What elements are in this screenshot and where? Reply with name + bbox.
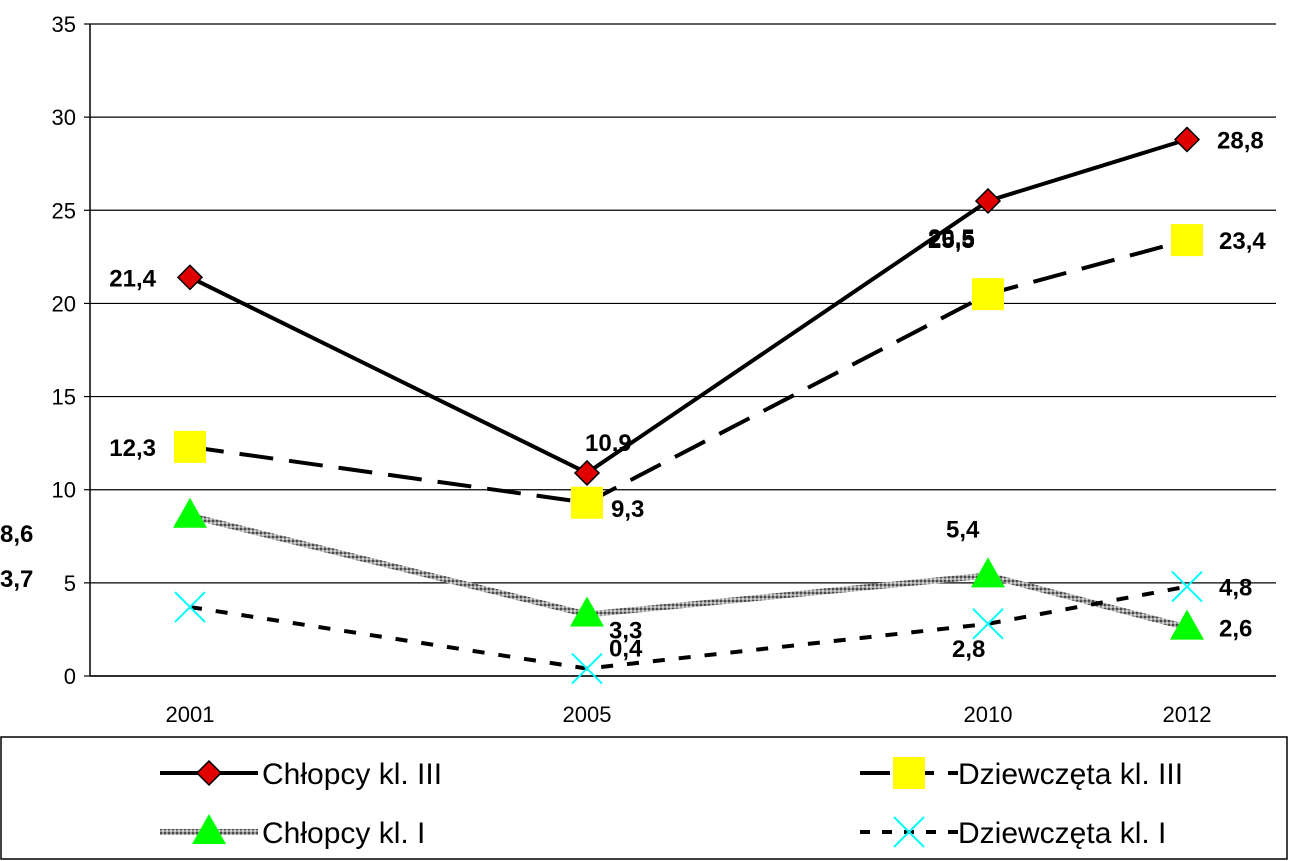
series-line <box>189 137 1188 476</box>
series-1 <box>174 224 1203 519</box>
data-label: 25,5 <box>928 227 975 254</box>
series-2 <box>173 497 1204 640</box>
y-tick-label: 5 <box>64 571 76 596</box>
legend-label: Dziewczęta kl. III <box>958 758 1183 791</box>
data-point-marker <box>1171 570 1203 603</box>
series-line <box>189 238 1188 505</box>
data-point-marker <box>571 652 603 685</box>
y-tick-label: 30 <box>52 105 76 130</box>
data-point-marker <box>972 278 1004 311</box>
marker-stroke <box>893 816 925 848</box>
marker-stroke <box>972 608 1004 640</box>
axes <box>84 23 1276 677</box>
x-tick-label: 2012 <box>1163 702 1212 727</box>
y-tick-label: 20 <box>52 291 76 316</box>
data-point-marker <box>974 187 1002 215</box>
y-tick-label: 35 <box>52 12 76 37</box>
y-tick-label: 25 <box>52 198 76 223</box>
data-label: 5,4 <box>946 516 980 543</box>
data-label: 2,8 <box>952 636 985 663</box>
x-tick-label: 2001 <box>166 702 215 727</box>
data-point-marker <box>174 591 206 623</box>
data-label: 8,6 <box>0 521 33 548</box>
data-label: 12,3 <box>109 435 156 462</box>
marker-stroke <box>571 652 603 685</box>
series-group <box>173 126 1204 685</box>
series-0 <box>176 126 1201 487</box>
x-tick-label: 2010 <box>964 702 1013 727</box>
data-label: 28,8 <box>1217 127 1264 154</box>
tick-labels: 0 5 10 15 20 25 30 35 2001 2005 2010 2012 <box>52 12 1212 727</box>
legend-entry-0: Chłopcy kl. III <box>160 758 442 791</box>
legend-entry-3: Dziewczęta kl. I <box>860 816 1166 850</box>
legend-entry-2: Chłopcy kl. I <box>160 814 425 850</box>
data-labels: 21,4 10,9 25,5 28,8 12,3 9,3 20,5 23,4 8,6 3,3 5,4… <box>0 127 1266 662</box>
data-label: 4,8 <box>1219 575 1252 602</box>
data-label: 0,4 <box>609 636 643 663</box>
legend-marker <box>195 759 223 787</box>
series-3 <box>174 570 1203 685</box>
data-label: 20,5 <box>928 225 975 252</box>
data-label: 3,3 <box>609 618 642 645</box>
y-tick-label: 0 <box>64 664 76 689</box>
data-label: 23,4 <box>1219 228 1266 255</box>
data-point-marker <box>971 557 1005 588</box>
data-point-marker <box>1173 126 1201 153</box>
gridlines <box>90 23 1276 677</box>
data-point-marker <box>573 459 601 487</box>
data-label: 9,3 <box>611 496 644 523</box>
data-point-marker <box>571 486 603 519</box>
y-tick-label: 15 <box>52 385 76 410</box>
marker-stroke <box>1171 570 1203 603</box>
legend-entry-1: Dziewczęta kl. III <box>860 757 1183 791</box>
legend-label: Chłopcy kl. III <box>262 758 442 791</box>
data-point-marker <box>173 497 207 528</box>
legend-label: Chłopcy kl. I <box>262 817 425 850</box>
data-label: 3,7 <box>0 566 33 593</box>
data-label: 10,9 <box>585 430 632 457</box>
legend-marker <box>192 814 226 844</box>
data-point-marker <box>570 596 604 627</box>
legend: Chłopcy kl. III Dziewczęta kl. III Chłopcy… <box>0 736 1288 860</box>
x-tick-label: 2005 <box>563 702 612 727</box>
series-line <box>189 512 1188 631</box>
data-label: 2,6 <box>1219 616 1252 643</box>
data-label: 21,4 <box>109 265 156 292</box>
data-point-marker <box>1170 609 1204 640</box>
legend-label: Dziewczęta kl. I <box>958 817 1166 850</box>
data-point-marker <box>174 430 206 463</box>
data-point-marker <box>176 264 204 291</box>
data-point-marker <box>1171 224 1203 257</box>
data-point-marker <box>972 608 1004 640</box>
series-line <box>189 584 1188 671</box>
marker-stroke <box>174 591 206 623</box>
y-tick-label: 10 <box>52 478 76 503</box>
legend-marker <box>893 816 925 848</box>
legend-marker <box>893 757 925 789</box>
